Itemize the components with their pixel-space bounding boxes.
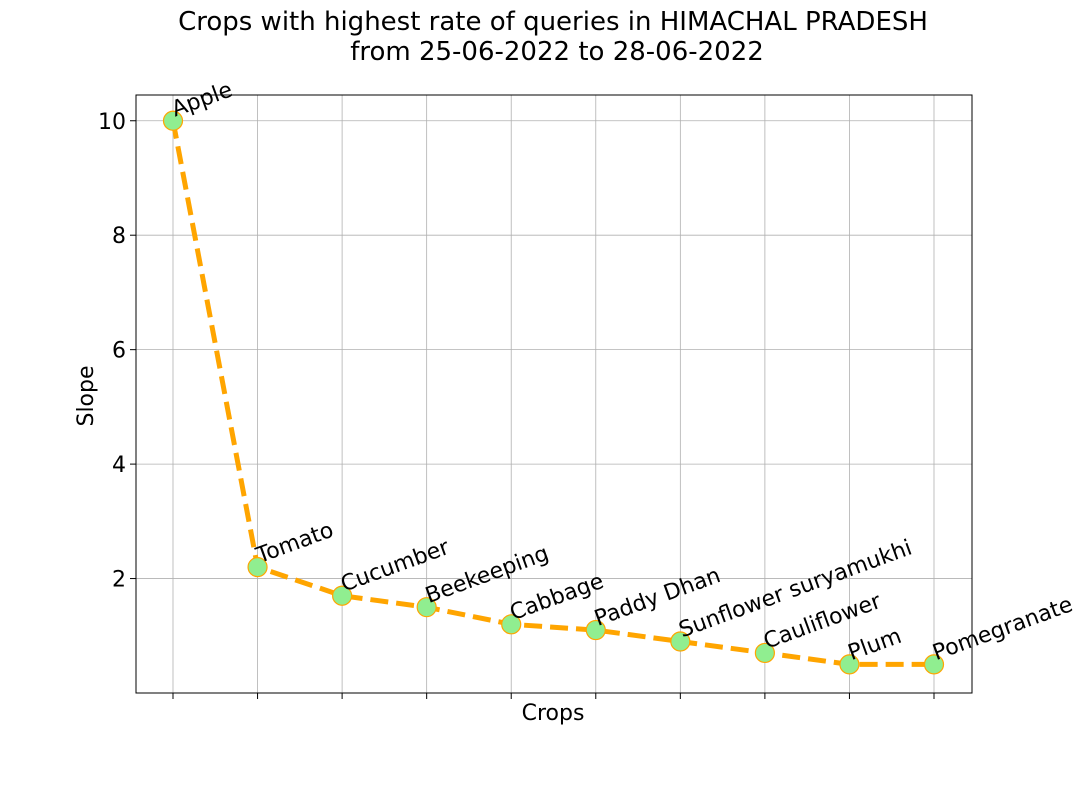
y-tick-label: 2 [112,568,126,593]
data-point [416,597,437,618]
data-point [162,110,184,131]
chart-title-line-1: Crops with highest rate of queries in HI… [178,7,928,37]
data-point [670,631,691,652]
y-tick-label: 4 [112,453,126,478]
chart-title-line-2: from 25-06-2022 to 28-06-2022 [350,37,764,67]
data-point [754,642,775,664]
point-label: Apple [169,78,236,123]
point-label: Cabbage [507,569,607,626]
data-point [923,654,945,675]
data-point [247,557,268,578]
y-tick-label: 10 [98,110,126,135]
plot-frame [135,94,973,694]
axis-ticks: 2 4 6 8 10 [98,110,935,699]
x-axis-label: Crops [522,701,585,726]
point-label: Plum [845,624,905,666]
y-tick-label: 6 [112,339,126,364]
point-label: Tomato [252,518,337,569]
y-tick-label: 8 [112,224,126,249]
data-point [501,614,522,635]
data-point [839,654,860,675]
series-line [170,120,934,667]
y-axis-label: Slope [74,365,99,426]
data-point [332,585,353,606]
data-point [585,619,606,641]
data-points [162,110,945,675]
point-label: Pomegranate [930,592,1077,666]
grid [136,95,972,693]
